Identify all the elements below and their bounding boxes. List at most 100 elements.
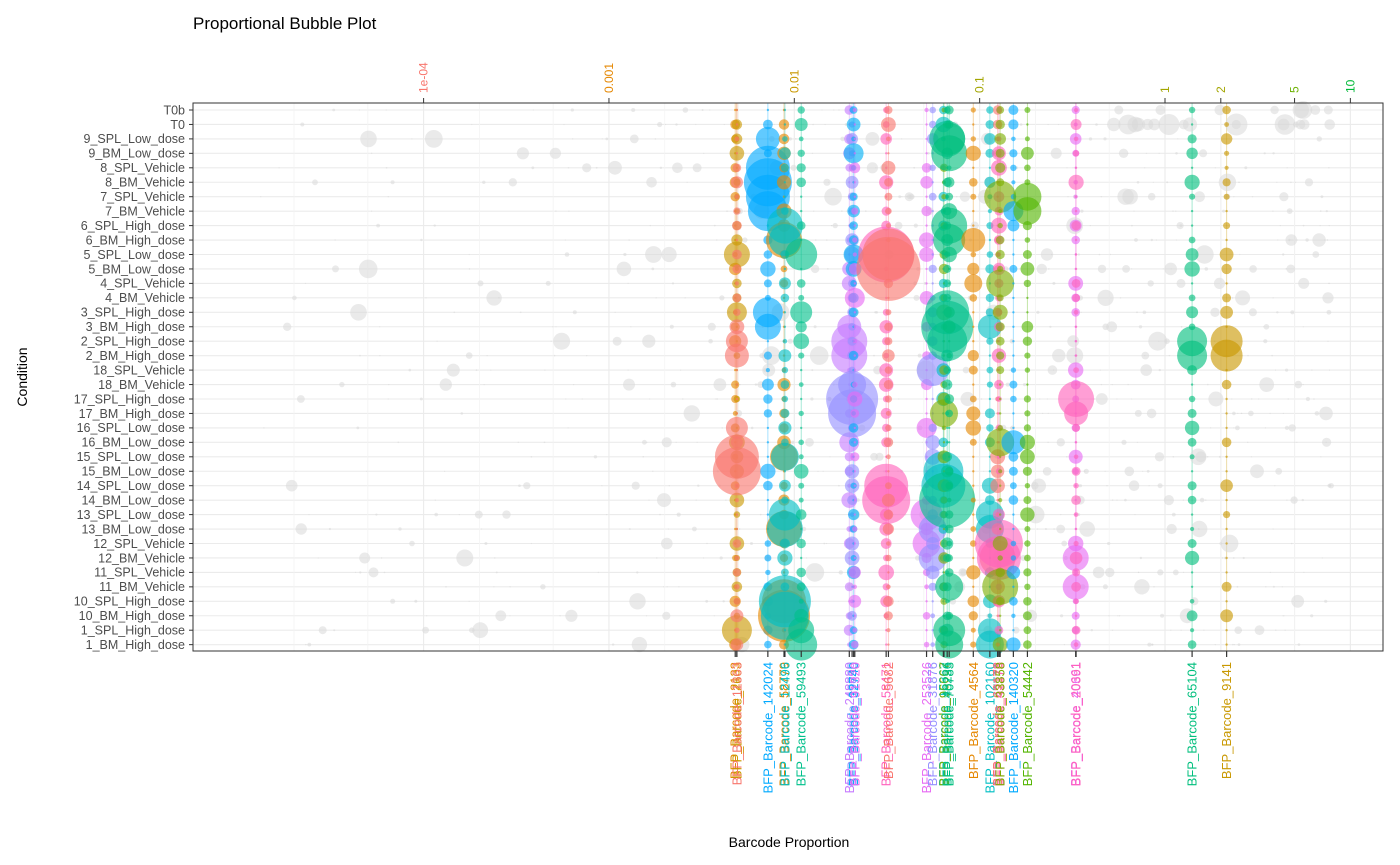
background-bubble [434,513,438,517]
barcode-bubble [854,326,856,328]
background-bubble [868,630,869,631]
condition-label: 13_BM_Low_dose [81,522,185,536]
background-bubble [296,523,307,534]
barcode-bubble [885,395,892,402]
barcode-bubble [887,152,889,154]
background-bubble [1310,614,1313,617]
background-bubble [629,528,631,530]
background-bubble [1081,312,1082,313]
background-bubble [1183,572,1184,573]
barcode-bubble [1072,568,1080,576]
barcode-bubble [970,439,977,446]
background-bubble [466,352,473,359]
background-bubble [1232,412,1236,416]
background-bubble [1207,456,1209,458]
barcode-bubble [930,165,936,171]
barcode-bubble [935,573,963,601]
background-bubble [1138,572,1139,573]
barcode-bubble [972,123,974,125]
barcode-bubble [1075,615,1077,617]
background-bubble [1158,341,1159,342]
background-bubble [1051,471,1052,472]
barcode-bubble [972,210,974,212]
background-bubble [643,456,644,457]
barcode-bubble [731,176,743,188]
barcode-bubble [885,555,892,562]
background-bubble [1066,167,1067,168]
background-bubble [806,563,825,582]
background-bubble [839,570,843,574]
barcode-bubble [800,557,802,559]
background-bubble [1114,106,1123,115]
background-bubble [615,312,616,313]
background-bubble [708,339,713,344]
background-bubble [1273,586,1275,588]
condition-label: 11_BM_Vehicle [99,580,185,594]
barcode-bubble [961,228,985,252]
barcode-bubble [884,611,893,620]
barcode-bubble [733,309,740,316]
barcode-bubble [845,537,859,551]
barcode-bubble [989,398,991,400]
background-bubble [1271,355,1273,357]
barcode-bubble [996,120,1005,129]
background-bubble [1100,370,1101,371]
background-bubble [420,239,422,241]
background-bubble [1247,355,1248,356]
barcode-bubble [725,344,749,368]
background-bubble [1171,268,1172,269]
background-bubble [983,471,984,472]
barcode-bubble [885,643,887,645]
barcode-bubble [942,247,957,262]
background-bubble [1106,321,1117,332]
barcode-bubble [945,525,954,534]
y-axis-title: Condition [14,347,30,406]
background-bubble [1320,456,1321,457]
background-bubble [1299,119,1310,130]
background-bubble [683,107,689,113]
background-bubble [1329,370,1330,371]
barcode-bubble [1024,526,1030,532]
barcode-bubble [852,382,858,388]
background-bubble [1084,469,1089,474]
barcode-bubble [998,555,1003,560]
barcode-bubble [972,326,974,328]
background-bubble [715,398,716,399]
barcode-bubble [884,510,894,520]
barcode-bubble [762,379,774,391]
background-bubble [841,210,843,212]
barcode-bubble [1009,149,1017,157]
top-tick-label: 2 [1214,86,1228,93]
barcode-bubble [1190,454,1195,459]
background-bubble [565,239,566,240]
background-bubble [1255,625,1265,635]
barcode-bubble [993,536,1008,551]
top-tick-label: 10 [1343,79,1357,93]
condition-label: 11_SPL_Vehicle [94,566,185,580]
barcode-bubble [887,297,889,299]
barcode-bubble [1225,542,1227,544]
barcode-bubble [972,470,974,472]
background-bubble [1009,370,1010,371]
background-bubble [650,225,651,226]
barcode-bubble [854,196,856,198]
barcode-bubble [1064,401,1088,425]
background-bubble [329,528,331,530]
barcode-bubble [989,354,991,356]
barcode-bubble [990,478,1005,493]
barcode-bubble [1008,220,1020,232]
background-bubble [1327,310,1332,315]
background-bubble [573,310,577,314]
background-bubble [1205,499,1206,500]
background-bubble [1241,413,1242,414]
background-bubble [1127,384,1128,385]
condition-label: 17_SPL_High_dose [74,392,185,406]
barcode-bubble [985,408,995,418]
barcode-bubble [1225,166,1229,170]
barcode-bubble [784,109,786,111]
barcode-bubble [925,398,927,400]
barcode-bubble [884,178,893,187]
background-bubble [554,355,556,357]
background-bubble [1095,123,1098,126]
barcode-bubble [799,137,804,142]
